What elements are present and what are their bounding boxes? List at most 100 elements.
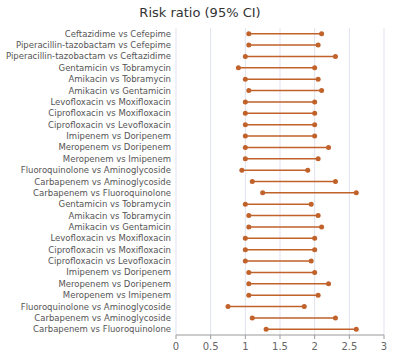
ci-line [245,147,328,149]
ci-high [312,65,317,70]
ci-low [243,99,248,104]
y-tick-label: Gentamicin vs Tobramycin [59,199,171,209]
y-tick-label: Levofloxacin vs Moxifloxacin [51,233,171,243]
ci-high [326,145,331,150]
x-tick [384,335,385,339]
ci-line [249,283,329,285]
ci-line [245,113,314,115]
ci-line [245,56,335,58]
x-tick-label: 0 [173,341,179,352]
ci-high [316,156,321,161]
ci-low [260,190,265,195]
ci-high [312,134,317,139]
ci-low [243,145,248,150]
x-tick-label: 1 [242,341,248,352]
ci-low [246,270,251,275]
y-tick-label: Ceftazidime vs Cefepime [65,29,171,39]
y-tick-label: Gentamicin vs Tobramycin [59,63,171,73]
ci-line [249,272,315,274]
ci-line [249,44,318,46]
y-tick-label: Levofloxacin vs Moxifloxacin [51,97,171,107]
y-tick-label: Imipenem vs Doripenem [66,131,171,141]
ci-line [245,249,314,251]
ci-low [246,281,251,286]
ci-line [228,306,304,308]
ci-low [243,122,248,127]
x-axis: 00.511.522.53 [173,335,387,352]
y-tick-label: Carbapenem vs Fluoroquinolone [33,188,171,198]
ci-high [326,281,331,286]
ci-low [243,202,248,207]
y-tick-label: Ciprofloxacin vs Levofloxacin [48,256,171,266]
y-tick-label: Fluoroquinolone vs Aminoglycoside [21,165,171,175]
ci-line [245,158,318,160]
y-tick-label: Fluoroquinolone vs Aminoglycoside [21,302,171,312]
ci-line [249,215,318,217]
ci-line [263,192,357,194]
ci-line [252,317,335,319]
ci-low [243,236,248,241]
y-tick-label: Carbapenem vs Aminoglycoside [34,177,171,187]
ci-low [243,134,248,139]
grid-line [210,28,211,335]
grid-line [349,28,350,335]
ci-low [250,179,255,184]
y-tick-label: Piperacillin-tazobactam vs Cefepime [16,40,171,50]
y-tick-label: Meropenem vs Doripenem [58,142,171,152]
ci-line [252,181,335,183]
x-tick [349,335,350,339]
ci-low [243,259,248,264]
ci-line [249,90,322,92]
ci-low [246,213,251,218]
ci-low [243,156,248,161]
ci-line [249,294,318,296]
ci-low [264,327,269,332]
ci-high [316,43,321,48]
y-tick-label: Carbapenem vs Aminoglycoside [34,313,171,323]
ci-line [245,260,311,262]
y-tick-label: Meropenem vs Imipenem [63,154,171,164]
x-tick [314,335,315,339]
ci-line [245,203,311,205]
ci-high [316,213,321,218]
y-tick-label: Amikacin vs Gentamicin [68,86,171,96]
ci-line [242,169,308,171]
y-tick-label: Ciprofloxacin vs Moxifloxacin [48,245,171,255]
ci-line [245,78,318,80]
x-tick-label: 2 [311,341,317,352]
ci-high [312,99,317,104]
ci-high [316,77,321,82]
ci-high [302,304,307,309]
ci-high [312,122,317,127]
y-tick-label: Amikacin vs Tobramycin [68,74,171,84]
title: Risk ratio (95% CI) [139,5,260,20]
ci-line [245,135,314,137]
ci-low [236,65,241,70]
ci-high [309,259,314,264]
ci-low [243,54,248,59]
y-tick-label: Meropenem vs Imipenem [63,290,171,300]
ci-low [239,168,244,173]
chart: Risk ratio (95% CI) Ceftazidime vs Cefepi… [0,0,400,359]
grid-line [245,28,246,335]
ci-low [243,247,248,252]
ci-line [245,124,314,126]
ci-line [238,67,314,69]
x-tick-label: 1.5 [272,341,288,352]
ci-low [243,111,248,116]
ci-high [333,315,338,320]
ci-high [312,270,317,275]
y-tick-label: Imipenem vs Doripenem [66,267,171,277]
ci-low [246,43,251,48]
y-tick-label: Carbapenem vs Fluoroquinolone [33,324,171,334]
y-axis-labels: Ceftazidime vs CefepimePiperacillin-tazo… [6,29,171,335]
x-tick [176,335,177,339]
ci-low [250,315,255,320]
ci-low [246,31,251,36]
ci-high [309,202,314,207]
ci-low [246,224,251,229]
y-tick-label: Ciprofloxacin vs Levofloxacin [48,120,171,130]
ci-low [246,293,251,298]
ci-high [333,54,338,59]
ci-high [354,190,359,195]
